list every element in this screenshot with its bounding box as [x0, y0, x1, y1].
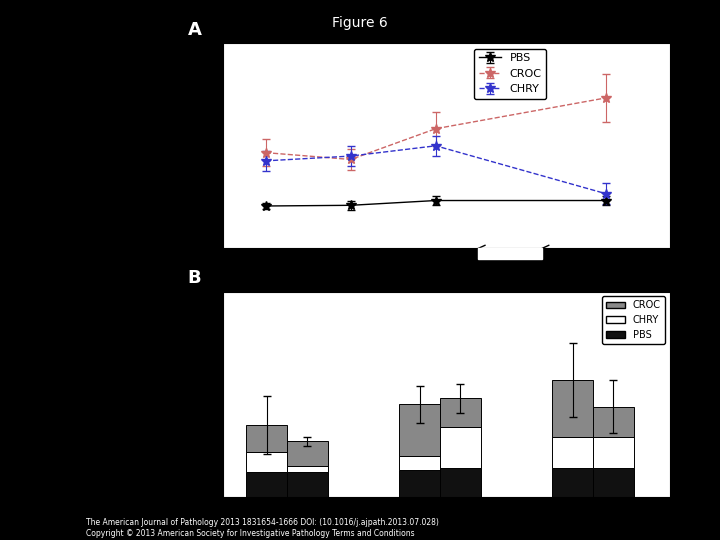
Text: B: B	[187, 269, 201, 287]
Bar	[593, 468, 634, 497]
Bar	[399, 456, 440, 470]
Bar	[552, 380, 593, 437]
Bar	[478, 248, 542, 259]
Text: Figure 6: Figure 6	[332, 16, 388, 30]
Bar	[287, 466, 328, 472]
Text: The American Journal of Pathology 2013 1831654-1666 DOI: (10.1016/j.ajpath.2013.: The American Journal of Pathology 2013 1…	[86, 518, 439, 538]
Bar	[593, 437, 634, 468]
Legend: PBS, CROC, CHRY: PBS, CROC, CHRY	[474, 49, 546, 99]
Bar	[399, 470, 440, 497]
Bar	[440, 427, 481, 468]
Bar	[552, 468, 593, 497]
Bar	[552, 437, 593, 468]
Bar	[246, 425, 287, 451]
Bar	[246, 451, 287, 472]
Bar	[399, 404, 440, 456]
X-axis label: Weeks after first injection: Weeks after first injection	[366, 274, 527, 287]
Text: A: A	[187, 21, 202, 39]
Bar	[440, 468, 481, 497]
Legend: CROC, CHRY, PBS: CROC, CHRY, PBS	[602, 296, 665, 344]
Bar	[440, 399, 481, 427]
Y-axis label: HMGB1 (ng/mL): HMGB1 (ng/mL)	[181, 96, 194, 195]
Bar	[593, 407, 634, 437]
Bar	[246, 472, 287, 497]
Y-axis label: HMGB1 (ng/mL): HMGB1 (ng/mL)	[181, 345, 194, 444]
Bar	[287, 472, 328, 497]
Bar	[287, 441, 328, 466]
